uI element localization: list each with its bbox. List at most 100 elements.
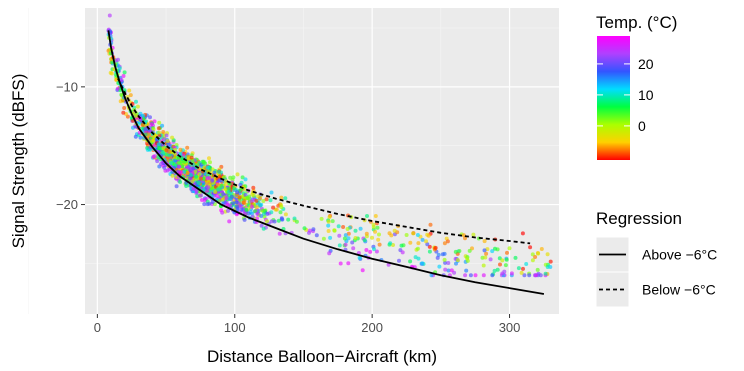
data-point [399, 243, 404, 248]
data-point [226, 190, 231, 194]
data-point [235, 204, 239, 209]
data-point [465, 256, 470, 261]
data-point [164, 148, 169, 153]
data-point [314, 233, 319, 238]
data-point [143, 127, 148, 132]
data-point [533, 273, 538, 278]
data-point [468, 273, 473, 278]
data-point [114, 77, 119, 82]
data-point [483, 255, 488, 260]
data-point [427, 249, 432, 254]
data-point [250, 192, 255, 197]
data-point [178, 180, 183, 184]
data-point [364, 248, 369, 252]
data-point [250, 204, 254, 209]
data-point [435, 255, 440, 260]
data-point [157, 120, 162, 125]
data-point [151, 138, 156, 143]
data-point [152, 154, 157, 159]
data-point [521, 266, 525, 271]
data-point [503, 263, 508, 268]
data-point [231, 175, 236, 180]
data-point [134, 99, 138, 104]
regression-legend-items: Above −6°C Below −6°C [595, 236, 717, 308]
data-point [442, 257, 447, 262]
data-point [216, 182, 220, 187]
data-point [122, 106, 127, 110]
data-point [543, 271, 548, 276]
data-point [121, 74, 126, 78]
color-tick-label: 20 [638, 56, 654, 72]
data-point [326, 223, 331, 228]
data-point [345, 227, 350, 231]
data-point [548, 265, 553, 269]
data-point [415, 246, 420, 251]
grid-major [85, 8, 559, 314]
data-point [245, 196, 250, 200]
data-point [110, 60, 114, 65]
data-point [268, 198, 273, 203]
x-tick-label: 300 [499, 320, 521, 335]
data-point [210, 178, 215, 183]
data-point [527, 273, 532, 278]
data-point [205, 202, 210, 207]
data-point [530, 252, 535, 257]
data-point [259, 214, 264, 218]
data-point [420, 261, 425, 266]
data-point [283, 196, 288, 201]
x-tick-label: 200 [361, 320, 383, 335]
data-point [161, 146, 166, 151]
data-point [265, 219, 269, 224]
data-point [170, 135, 175, 140]
data-point [473, 273, 478, 278]
data-point [533, 255, 538, 259]
data-point [337, 243, 342, 248]
data-point [429, 273, 434, 278]
data-point [194, 174, 199, 179]
data-point [545, 252, 550, 257]
data-point [107, 13, 112, 18]
data-point [457, 249, 462, 253]
data-point [400, 250, 405, 255]
data-point [164, 133, 169, 138]
data-point [500, 258, 505, 263]
data-point [250, 211, 254, 216]
data-point [530, 258, 535, 263]
data-point [342, 236, 347, 241]
data-point [222, 175, 227, 179]
data-point [205, 165, 210, 170]
data-point [208, 160, 212, 165]
data-point [279, 205, 284, 210]
data-point [353, 236, 358, 240]
data-point [373, 214, 378, 218]
data-point [133, 134, 138, 139]
data-point [264, 197, 269, 202]
data-point [495, 267, 500, 272]
legend-key-label: Below −6°C [642, 282, 716, 298]
data-point [117, 66, 122, 71]
data-point [157, 146, 161, 151]
data-point [231, 201, 235, 206]
data-point [240, 175, 245, 180]
data-point [238, 182, 243, 187]
data-point [204, 188, 209, 193]
data-point [346, 261, 351, 266]
data-point [201, 160, 206, 165]
data-point [228, 175, 233, 180]
data-point [520, 231, 525, 236]
regression-legend: Regression Above −6°C Below −6°C [595, 209, 717, 308]
data-point [404, 233, 409, 237]
data-point [194, 189, 199, 193]
data-point [498, 262, 502, 267]
data-point [146, 132, 151, 137]
data-point [415, 233, 420, 237]
data-point [255, 211, 260, 216]
data-point [269, 190, 274, 195]
data-point [198, 193, 202, 198]
data-point [215, 194, 220, 199]
data-point [413, 255, 418, 260]
data-point [327, 215, 332, 219]
data-point [218, 174, 222, 179]
data-point [253, 209, 258, 214]
data-point [108, 70, 113, 75]
